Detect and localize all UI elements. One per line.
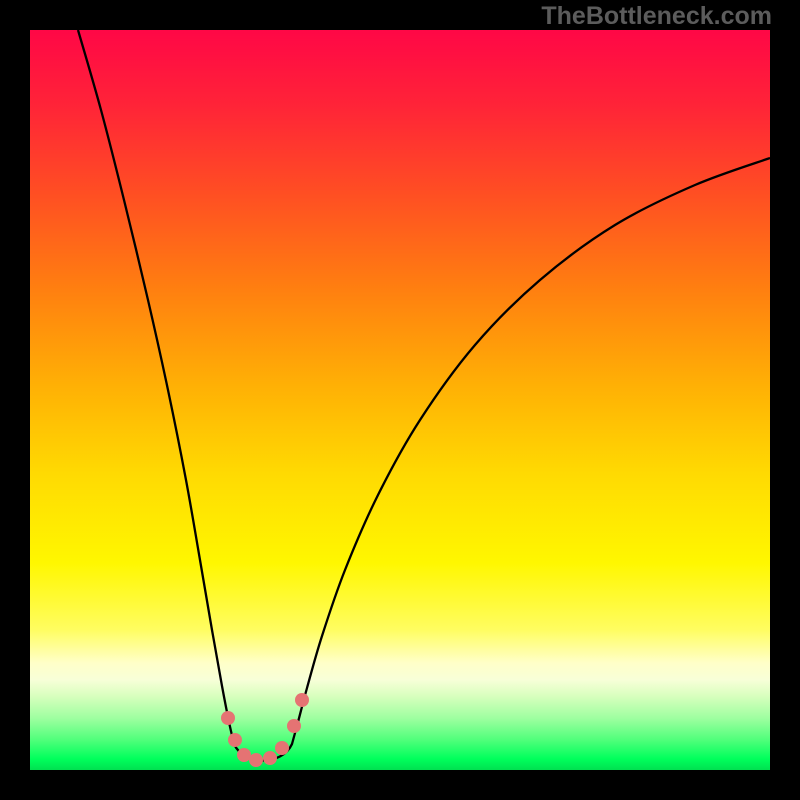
- curve-overlay: [0, 0, 800, 800]
- data-marker: [295, 693, 309, 707]
- data-marker: [221, 711, 235, 725]
- data-marker: [263, 751, 277, 765]
- data-marker: [228, 733, 242, 747]
- data-marker: [237, 748, 251, 762]
- data-marker: [249, 753, 263, 767]
- chart-container: TheBottleneck.com: [0, 0, 800, 800]
- watermark-text: TheBottleneck.com: [541, 2, 772, 31]
- bottleneck-curve: [78, 30, 770, 761]
- data-marker: [275, 741, 289, 755]
- data-marker: [287, 719, 301, 733]
